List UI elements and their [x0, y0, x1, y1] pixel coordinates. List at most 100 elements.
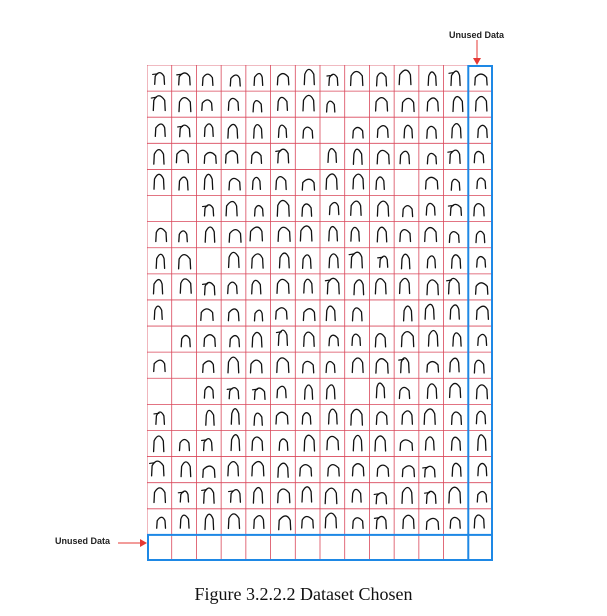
handwritten-glyph: [402, 305, 413, 322]
handwritten-glyph: [150, 460, 165, 477]
handwritten-glyph: [448, 486, 462, 504]
handwritten-glyph: [375, 411, 388, 425]
handwritten-glyph: [153, 487, 167, 504]
handwritten-glyph: [251, 253, 264, 269]
handwritten-glyph: [251, 279, 262, 295]
handwritten-glyph: [376, 124, 389, 138]
handwritten-glyph: [376, 464, 390, 477]
handwritten-glyph: [179, 124, 191, 138]
handwritten-glyph: [352, 148, 363, 165]
handwritten-glyph: [204, 513, 215, 531]
glyph-serif-stroke: [448, 71, 455, 74]
handwritten-glyph: [374, 332, 387, 348]
handwritten-glyph: [352, 173, 365, 190]
handwritten-glyph: [227, 97, 240, 111]
glyph-serif-stroke: [324, 279, 331, 282]
handwritten-glyph: [476, 490, 488, 503]
handwritten-glyph: [275, 411, 289, 425]
handwritten-glyph: [350, 251, 363, 269]
handwritten-glyph: [399, 150, 411, 165]
handwritten-glyph: [179, 490, 190, 503]
handwritten-glyph: [427, 329, 439, 347]
handwritten-glyph: [277, 488, 291, 504]
handwritten-glyph: [230, 408, 240, 425]
handwritten-glyph: [475, 410, 487, 425]
handwritten-glyph: [301, 178, 316, 191]
glyph-serif-stroke: [348, 253, 355, 256]
down-arrow-icon: [473, 40, 481, 65]
handwritten-glyph: [375, 176, 385, 191]
handwritten-glyph: [277, 462, 289, 478]
handwritten-glyph: [154, 123, 166, 138]
handwritten-glyph: [177, 254, 192, 270]
handwritten-glyph: [202, 465, 216, 478]
handwritten-glyph: [250, 151, 263, 164]
handwritten-glyph: [351, 307, 363, 322]
handwritten-glyph: [251, 460, 265, 477]
handwritten-glyph: [328, 253, 339, 269]
handwritten-glyph: [276, 72, 290, 86]
handwritten-glyph: [449, 203, 463, 216]
handwritten-glyph: [353, 279, 365, 296]
glyph-serif-stroke: [275, 150, 282, 152]
handwritten-glyph: [400, 357, 410, 374]
handwritten-glyph: [449, 357, 460, 373]
handwritten-glyph: [326, 435, 340, 451]
handwritten-glyph: [426, 255, 437, 269]
handwritten-glyph: [301, 486, 313, 503]
handwritten-glyph: [477, 462, 488, 477]
handwritten-glyph: [249, 359, 263, 374]
glyph-serif-stroke: [377, 256, 384, 259]
handwritten-glyph: [200, 308, 214, 322]
handwritten-glyph: [203, 123, 214, 138]
handwritten-glyph: [350, 200, 362, 216]
handwritten-glyph: [350, 408, 364, 426]
handwritten-glyph: [427, 71, 437, 87]
handwritten-glyph: [423, 408, 436, 425]
handwritten-glyph: [450, 70, 461, 87]
handwritten-glyph: [178, 230, 188, 243]
handwritten-glyph: [476, 177, 487, 190]
glyph-serif-stroke: [251, 388, 259, 391]
glyph-serif-stroke: [423, 491, 431, 494]
handwritten-glyph: [473, 359, 485, 374]
handwritten-glyph: [253, 309, 264, 322]
handwritten-glyph: [203, 204, 215, 217]
handwritten-glyph: [152, 95, 166, 112]
handwritten-glyph: [374, 435, 387, 452]
glyph-serif-stroke: [226, 388, 233, 391]
handwritten-glyph: [153, 359, 166, 373]
handwritten-glyph: [225, 200, 238, 217]
handwritten-glyph: [303, 331, 315, 347]
handwritten-glyph: [179, 514, 190, 529]
handwritten-glyph: [253, 123, 263, 139]
handwritten-glyph: [424, 226, 438, 243]
handwritten-glyph: [374, 277, 387, 295]
handwritten-glyph: [447, 277, 461, 295]
handwritten-glyph: [178, 176, 189, 191]
handwritten-glyph: [325, 360, 336, 374]
handwritten-glyph: [277, 329, 289, 347]
handwritten-glyph: [328, 201, 340, 216]
handwritten-glyph: [449, 149, 461, 165]
handwritten-glyph: [230, 434, 241, 452]
handwritten-glyph: [153, 148, 165, 165]
handwritten-glyph: [425, 490, 437, 504]
handwritten-glyph: [351, 488, 362, 503]
glyph-serif-stroke: [152, 73, 159, 76]
handwritten-glyph: [350, 226, 360, 242]
handwritten-glyph: [227, 513, 241, 530]
glyph-serif-stroke: [201, 283, 209, 285]
handwritten-glyph: [352, 517, 364, 529]
handwritten-glyph: [303, 68, 315, 86]
handwritten-glyph: [203, 281, 216, 296]
handwritten-glyph: [473, 150, 485, 164]
handwritten-glyph: [228, 387, 240, 400]
handwritten-glyph: [228, 228, 242, 243]
glyph-serif-stroke: [373, 493, 380, 496]
handwritten-glyph: [325, 384, 336, 400]
handwritten-glyph: [399, 439, 414, 452]
handwritten-glyph: [155, 253, 166, 270]
handwritten-glyph: [204, 226, 216, 243]
handwritten-glyph: [426, 97, 439, 112]
